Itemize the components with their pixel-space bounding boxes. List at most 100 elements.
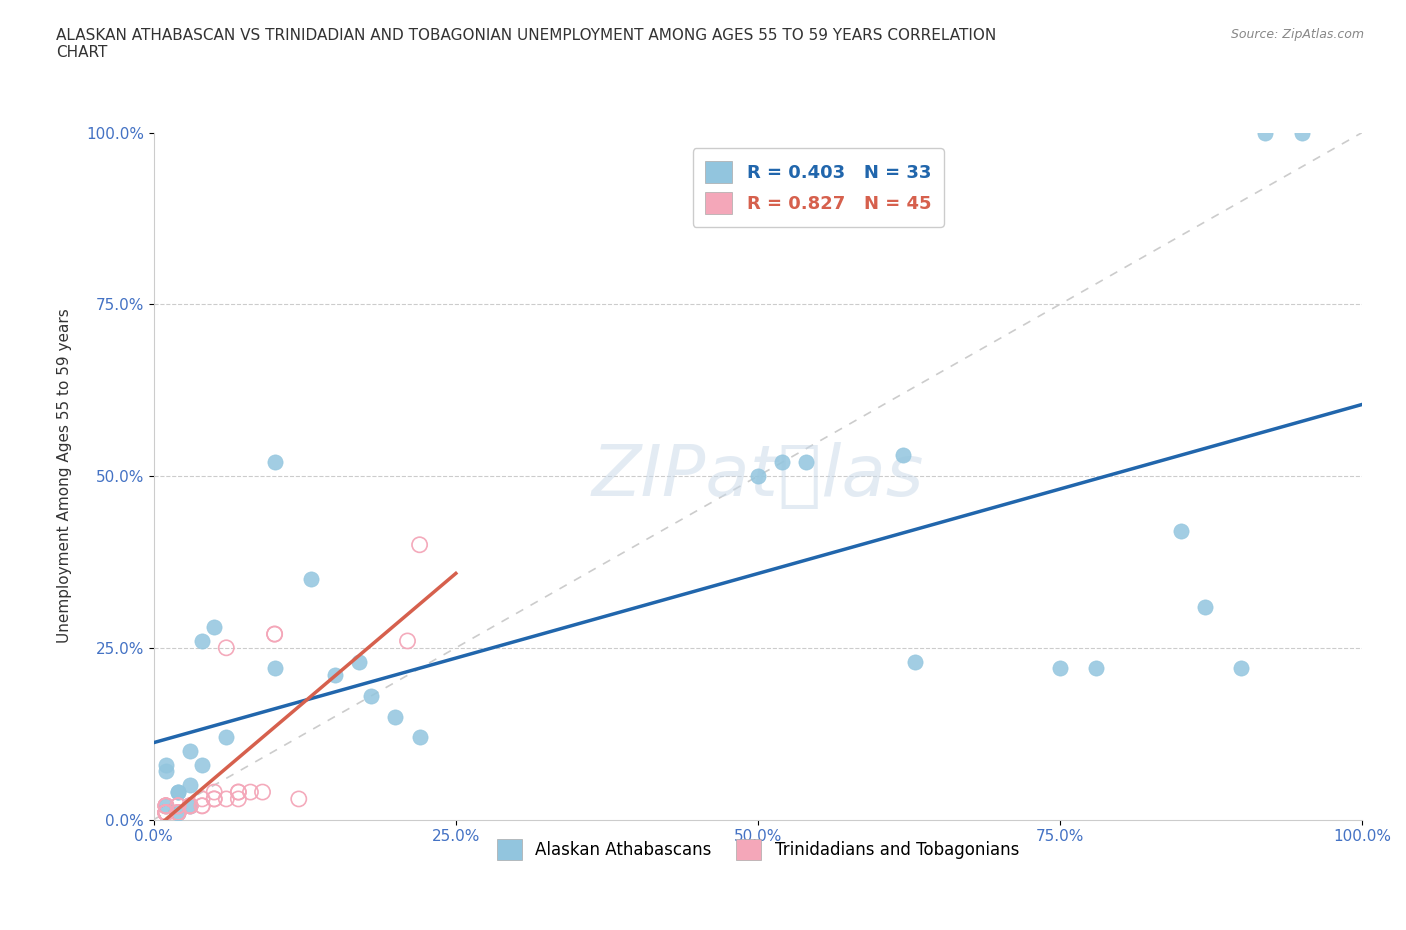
Point bbox=[191, 798, 214, 813]
Point bbox=[1230, 661, 1253, 676]
Point bbox=[202, 791, 225, 806]
Point bbox=[167, 785, 190, 800]
Point bbox=[1085, 661, 1108, 676]
Point bbox=[155, 798, 177, 813]
Point bbox=[179, 798, 201, 813]
Point bbox=[155, 805, 177, 820]
Point bbox=[384, 709, 406, 724]
Point bbox=[1194, 599, 1216, 614]
Point bbox=[155, 805, 177, 820]
Point bbox=[1049, 661, 1071, 676]
Point bbox=[408, 538, 430, 552]
Point bbox=[179, 798, 201, 813]
Point bbox=[155, 764, 177, 779]
Point bbox=[167, 798, 190, 813]
Point bbox=[408, 538, 430, 552]
Point bbox=[396, 633, 419, 648]
Point bbox=[167, 805, 190, 820]
Point bbox=[263, 455, 285, 470]
Point bbox=[167, 805, 190, 820]
Point bbox=[288, 791, 311, 806]
Point bbox=[167, 805, 190, 820]
Point bbox=[155, 805, 177, 820]
Point bbox=[215, 730, 238, 745]
Point bbox=[167, 805, 190, 820]
Point bbox=[239, 785, 262, 800]
Point bbox=[167, 798, 190, 813]
Point bbox=[155, 805, 177, 820]
Point bbox=[228, 785, 250, 800]
Point bbox=[179, 798, 201, 813]
Point bbox=[215, 791, 238, 806]
Text: ZIPat las: ZIPat las bbox=[592, 442, 924, 511]
Point bbox=[167, 798, 190, 813]
Point bbox=[228, 785, 250, 800]
Point bbox=[167, 805, 190, 820]
Point bbox=[191, 798, 214, 813]
Point bbox=[770, 455, 793, 470]
Point bbox=[155, 805, 177, 820]
Point bbox=[263, 627, 285, 642]
Point bbox=[167, 785, 190, 800]
Point bbox=[1291, 126, 1313, 140]
Point bbox=[155, 805, 177, 820]
Point bbox=[228, 791, 250, 806]
Point bbox=[1254, 126, 1277, 140]
Point bbox=[747, 469, 769, 484]
Point bbox=[360, 688, 382, 703]
Point bbox=[155, 798, 177, 813]
Y-axis label: Unemployment Among Ages 55 to 59 years: Unemployment Among Ages 55 to 59 years bbox=[58, 309, 72, 644]
Point bbox=[155, 805, 177, 820]
Point bbox=[263, 627, 285, 642]
Point bbox=[179, 798, 201, 813]
Point bbox=[191, 791, 214, 806]
Point bbox=[202, 785, 225, 800]
Point bbox=[167, 798, 190, 813]
Point bbox=[155, 798, 177, 813]
Point bbox=[191, 757, 214, 772]
Point bbox=[167, 798, 190, 813]
Point bbox=[239, 785, 262, 800]
Point bbox=[347, 654, 370, 669]
Point bbox=[794, 455, 817, 470]
Point bbox=[215, 641, 238, 656]
Point bbox=[228, 791, 250, 806]
Point bbox=[155, 805, 177, 820]
Point bbox=[155, 805, 177, 820]
Legend: Alaskan Athabascans, Trinidadians and Tobagonians: Alaskan Athabascans, Trinidadians and To… bbox=[491, 832, 1026, 866]
Point bbox=[167, 805, 190, 820]
Point bbox=[191, 798, 214, 813]
Point bbox=[191, 633, 214, 648]
Point bbox=[252, 785, 274, 800]
Point bbox=[167, 805, 190, 820]
Point bbox=[323, 668, 346, 683]
Point bbox=[155, 805, 177, 820]
Point bbox=[167, 805, 190, 820]
Point bbox=[155, 805, 177, 820]
Point bbox=[167, 805, 190, 820]
Point bbox=[179, 798, 201, 813]
Point bbox=[191, 791, 214, 806]
Point bbox=[155, 798, 177, 813]
Point bbox=[215, 791, 238, 806]
Point bbox=[167, 798, 190, 813]
Point bbox=[155, 805, 177, 820]
Point bbox=[191, 798, 214, 813]
Point bbox=[202, 791, 225, 806]
Point bbox=[155, 805, 177, 820]
Point bbox=[155, 805, 177, 820]
Point bbox=[155, 757, 177, 772]
Point bbox=[155, 798, 177, 813]
Point bbox=[155, 805, 177, 820]
Point bbox=[155, 805, 177, 820]
Text: ALASKAN ATHABASCAN VS TRINIDADIAN AND TOBAGONIAN UNEMPLOYMENT AMONG AGES 55 TO 5: ALASKAN ATHABASCAN VS TRINIDADIAN AND TO… bbox=[56, 28, 997, 60]
Point bbox=[155, 798, 177, 813]
Point bbox=[891, 448, 914, 463]
Point bbox=[408, 730, 430, 745]
Point bbox=[155, 805, 177, 820]
Point bbox=[179, 798, 201, 813]
Point bbox=[263, 627, 285, 642]
Point bbox=[155, 798, 177, 813]
Point bbox=[155, 798, 177, 813]
Point bbox=[252, 785, 274, 800]
